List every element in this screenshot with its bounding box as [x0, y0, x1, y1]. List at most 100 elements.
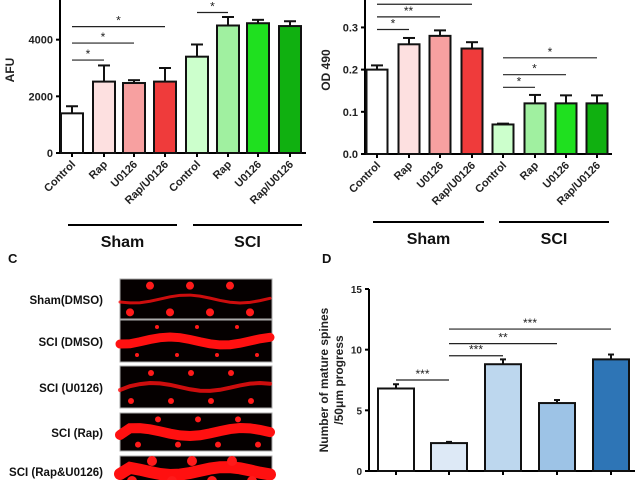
y-axis-label: AFU — [3, 58, 17, 83]
y-tick-label: 0.1 — [343, 107, 358, 119]
bar — [428, 34, 452, 155]
bar — [554, 102, 578, 156]
x-tick-label: Rap — [392, 159, 415, 182]
spine — [186, 281, 194, 290]
bar — [430, 442, 468, 472]
panel-c-row-label: SCI (Rap&U0126) — [9, 467, 103, 479]
x-tick-label: U0126 — [415, 160, 446, 191]
significance-marker: * — [116, 14, 121, 28]
spine — [235, 325, 239, 329]
significance-marker: ** — [404, 4, 414, 18]
spine — [127, 476, 137, 480]
significance-marker: ** — [498, 331, 508, 345]
spine — [207, 476, 217, 480]
x-tick-label: U0126 — [233, 159, 264, 190]
significance-marker: * — [532, 62, 537, 76]
spine — [166, 308, 174, 317]
spine — [148, 370, 154, 376]
spine — [206, 308, 214, 317]
dendrite-image — [118, 278, 273, 320]
group-label: Sham — [407, 231, 451, 248]
spine — [167, 476, 177, 480]
bar — [153, 80, 177, 154]
bar — [365, 68, 389, 155]
dendrite-image — [115, 319, 275, 363]
significance-marker: *** — [523, 316, 537, 330]
bar — [216, 24, 240, 154]
panel-c-row-label: SCI (Rap) — [51, 428, 103, 440]
dendrite-shaft — [118, 293, 272, 305]
x-tick-label: Rap — [518, 159, 541, 182]
bar — [592, 358, 630, 472]
bar — [460, 47, 484, 156]
bar — [278, 25, 302, 154]
y-tick-label: 0 — [47, 148, 53, 160]
y-axis-label: Number of mature spines — [317, 307, 331, 452]
y-tick-label: 4000 — [29, 35, 53, 47]
x-tick-label: Control — [167, 159, 203, 195]
significance-marker: * — [86, 47, 91, 61]
bar — [185, 55, 209, 155]
x-tick-label: Control — [347, 160, 383, 196]
spine — [235, 416, 241, 423]
dendrite-shaft — [115, 332, 275, 350]
bar — [484, 363, 522, 472]
spine — [155, 325, 159, 329]
y-axis-label: /50μm progress — [332, 335, 346, 425]
y-tick-label: 10 — [351, 346, 363, 357]
spine — [247, 476, 257, 480]
spine — [255, 353, 259, 357]
spine — [227, 456, 237, 466]
panel-c-label: C — [8, 251, 18, 266]
spine — [228, 370, 234, 376]
dendrite-shaft — [118, 380, 272, 393]
spine — [208, 398, 214, 404]
y-tick-label: 2000 — [29, 91, 53, 103]
dendrite-shaft — [114, 461, 276, 480]
bar — [491, 123, 515, 155]
bar — [585, 102, 609, 156]
dendrite-image — [115, 412, 275, 452]
spine — [226, 281, 234, 290]
bar — [397, 43, 421, 155]
significance-marker: * — [210, 0, 215, 13]
significance-marker: * — [422, 0, 427, 5]
y-tick-label: 0.0 — [343, 149, 358, 161]
spine — [248, 398, 254, 404]
bar — [523, 102, 547, 156]
spine — [255, 441, 261, 448]
significance-marker: * — [101, 30, 106, 44]
spine — [155, 416, 161, 423]
significance-marker: * — [548, 45, 553, 59]
spine — [135, 353, 139, 357]
bar — [92, 80, 116, 154]
significance-marker: *** — [415, 367, 429, 381]
y-tick-label: 5 — [356, 406, 362, 417]
bar — [538, 402, 576, 473]
spine — [195, 416, 201, 423]
spine — [195, 325, 199, 329]
spine — [146, 281, 154, 290]
panel-d-chart: 0 5 10 15 Number of mature spines/50μm progr… — [317, 285, 635, 478]
spine — [188, 370, 194, 376]
x-tick-label: Control — [473, 160, 509, 196]
y-tick-label: 0.3 — [343, 22, 358, 34]
spine — [187, 456, 197, 466]
bar — [60, 112, 84, 155]
panel-d-label: D — [322, 251, 331, 266]
group-label: SCI — [541, 231, 568, 248]
spine — [175, 441, 181, 448]
spine — [135, 441, 141, 448]
spine — [215, 441, 221, 448]
panel-c-row-label: SCI (U0126) — [39, 383, 103, 395]
bar — [246, 22, 270, 154]
bar — [122, 82, 146, 154]
y-tick-label: 15 — [351, 285, 363, 296]
group-label: SCI — [234, 234, 261, 251]
significance-marker: *** — [469, 343, 483, 357]
spine — [147, 456, 157, 466]
x-tick-label: Control — [42, 159, 78, 195]
spine — [168, 398, 174, 404]
